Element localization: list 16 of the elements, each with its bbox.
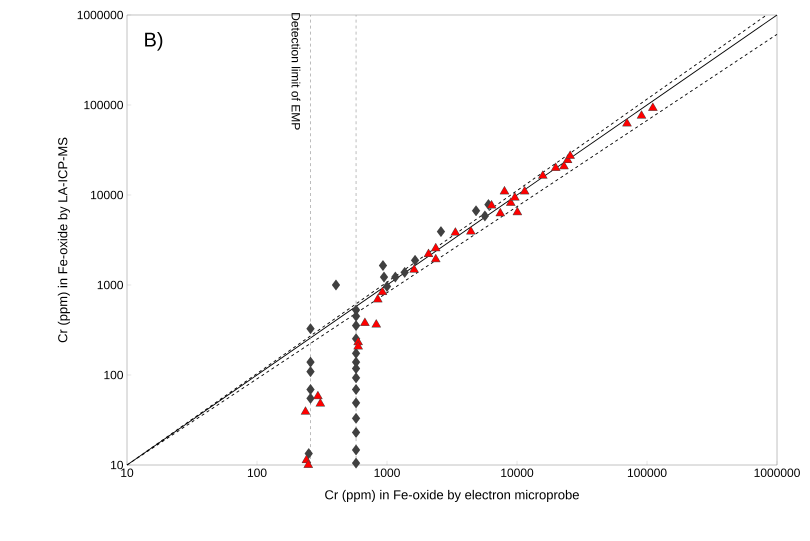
- annotation: B): [145, 32, 162, 51]
- x-tick-label: 10000: [501, 468, 534, 478]
- x-tick-label: 10: [121, 468, 134, 478]
- x-tick-label: 1000000: [754, 468, 800, 478]
- y-tick-label: 10: [111, 460, 124, 470]
- y-tick-label: 10000: [91, 190, 124, 200]
- y-axis-title: Cr (ppm) in Fe-oxide by LA-ICP-MS: [58, 138, 70, 342]
- x-axis-title: Cr (ppm) in Fe-oxide by electron microprobe: [325, 490, 579, 502]
- y-tick-label: 100: [104, 370, 124, 380]
- x-tick-label: 1000: [374, 468, 400, 478]
- x-tick-label: 100: [248, 468, 267, 478]
- ref-line-label: Detection limit of EMP: [291, 13, 300, 130]
- y-tick-label: 1000: [98, 280, 124, 290]
- y-tick-label: 1000000: [78, 10, 123, 20]
- x-tick-label: 100000: [628, 468, 667, 478]
- y-tick-label: 100000: [84, 100, 124, 110]
